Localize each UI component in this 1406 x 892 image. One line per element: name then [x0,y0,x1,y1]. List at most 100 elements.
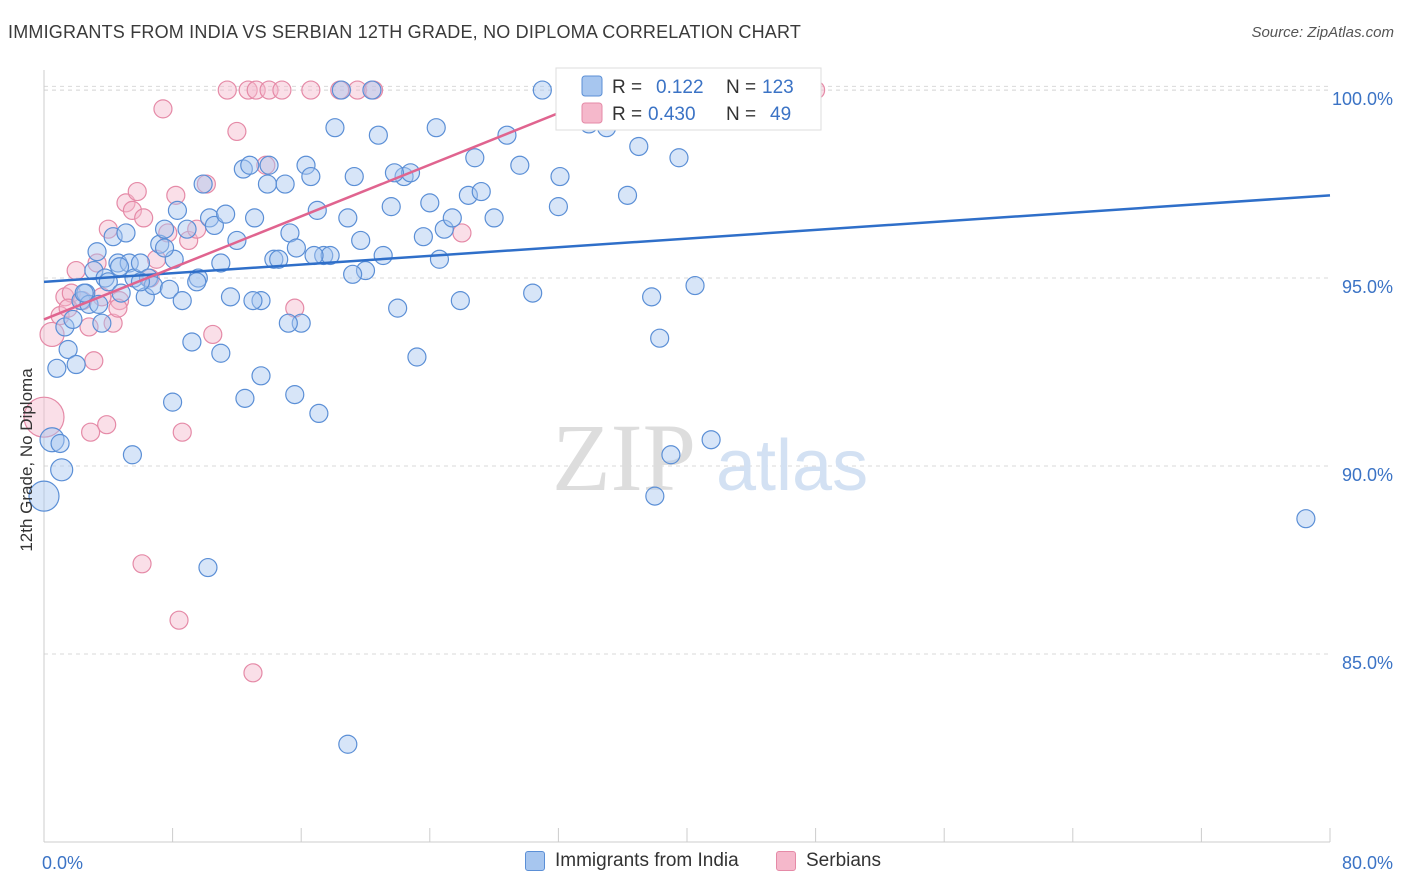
india-point [426,118,446,138]
legend-swatch-serbians [776,851,796,871]
india-point [251,291,271,311]
serbians-points [23,80,826,683]
india-point [381,197,401,217]
chart-title: IMMIGRANTS FROM INDIA VS SERBIAN 12TH GR… [8,22,802,42]
serbians-point [39,321,65,348]
india-point [47,358,67,378]
serbians-point [243,663,263,683]
india-point [510,155,530,175]
india-point [92,313,112,333]
india-point [130,253,151,273]
serbians-point [238,80,258,100]
x-tick-label-min: 0.0% [42,853,83,873]
serbians-point [301,80,321,100]
india-point [159,279,179,299]
serbians-point [81,422,101,442]
india-point [63,309,83,330]
india-point [182,332,202,352]
bottom-legend: Immigrants from India Serbians [0,850,1406,877]
india-trend-line [43,194,1331,284]
india-point [331,80,351,100]
india-point [167,200,188,220]
india-point [344,166,364,187]
india-point [420,193,440,213]
india-point [642,287,662,307]
axes: 85.0% 90.0% 95.0% 100.0% 0.0% 80.0% [42,70,1393,873]
watermark-atlas: atlas [716,426,868,506]
serbians-point [169,610,189,630]
india-point [109,257,130,277]
stats-n-label-serbians: N = [726,104,756,125]
serbians-point [97,415,117,435]
india-point [119,253,139,273]
india-point [304,245,324,266]
india-point [240,155,260,175]
india-point [362,80,382,100]
india-point [407,347,427,367]
legend-swatch-india [524,851,545,871]
india-point [122,445,143,465]
india-point [368,125,388,145]
india-point [373,245,393,266]
india-point [193,174,213,194]
stats-n-label-india: N = [726,77,756,98]
y-tick-label: 90.0% [1342,465,1393,485]
serbians-point [227,121,247,142]
india-point [66,354,86,375]
india-point [58,339,78,360]
india-point [650,328,670,348]
india-point [286,238,306,258]
stats-n-value-india: 123 [762,77,794,98]
serbians-point [172,422,192,442]
india-point [187,272,207,292]
stats-r-label-india: R = [612,77,642,98]
india-point [264,249,284,269]
india-point [450,291,470,311]
india-point [275,174,295,194]
serbians-point [84,351,104,371]
y-tick-label: 100.0% [1332,89,1393,109]
india-point [55,317,75,337]
india-point [198,557,218,578]
stats-r-value-india: 0.122 [656,77,704,98]
serbians-point [272,80,292,100]
stats-n-value-serbians: 49 [770,104,791,125]
serbians-point [79,317,99,337]
india-point [211,253,231,273]
serbians-point [153,99,173,119]
india-point [523,283,543,303]
india-point [338,208,358,228]
india-point [116,223,136,243]
india-point [314,245,334,266]
india-point [458,185,478,205]
watermark-zip: ZIP [552,404,696,511]
india-point [259,155,279,175]
india-point [220,287,241,307]
india-point [548,197,569,217]
india-point [244,208,265,228]
india-point [135,287,155,307]
serbians-point [132,554,152,574]
trend-lines [43,92,1331,321]
india-point [211,343,231,363]
india-point [320,245,340,266]
serbians-point [347,80,368,100]
india-point [251,366,271,386]
india-point [465,148,485,168]
india-point [434,219,454,239]
india-point [50,433,70,454]
india-point [351,230,371,251]
india-point [301,166,321,187]
stats-r-label-serbians: R = [612,104,642,125]
india-point [338,734,358,754]
india-point [532,80,552,100]
india-point [216,204,236,224]
india-point [163,392,183,412]
india-point [661,445,681,465]
india-point [429,249,450,269]
india-point [701,430,721,450]
legend-item-india: Immigrants from India [524,850,739,872]
india-point [550,166,570,187]
india-point [413,227,433,247]
india-points [28,80,1316,754]
